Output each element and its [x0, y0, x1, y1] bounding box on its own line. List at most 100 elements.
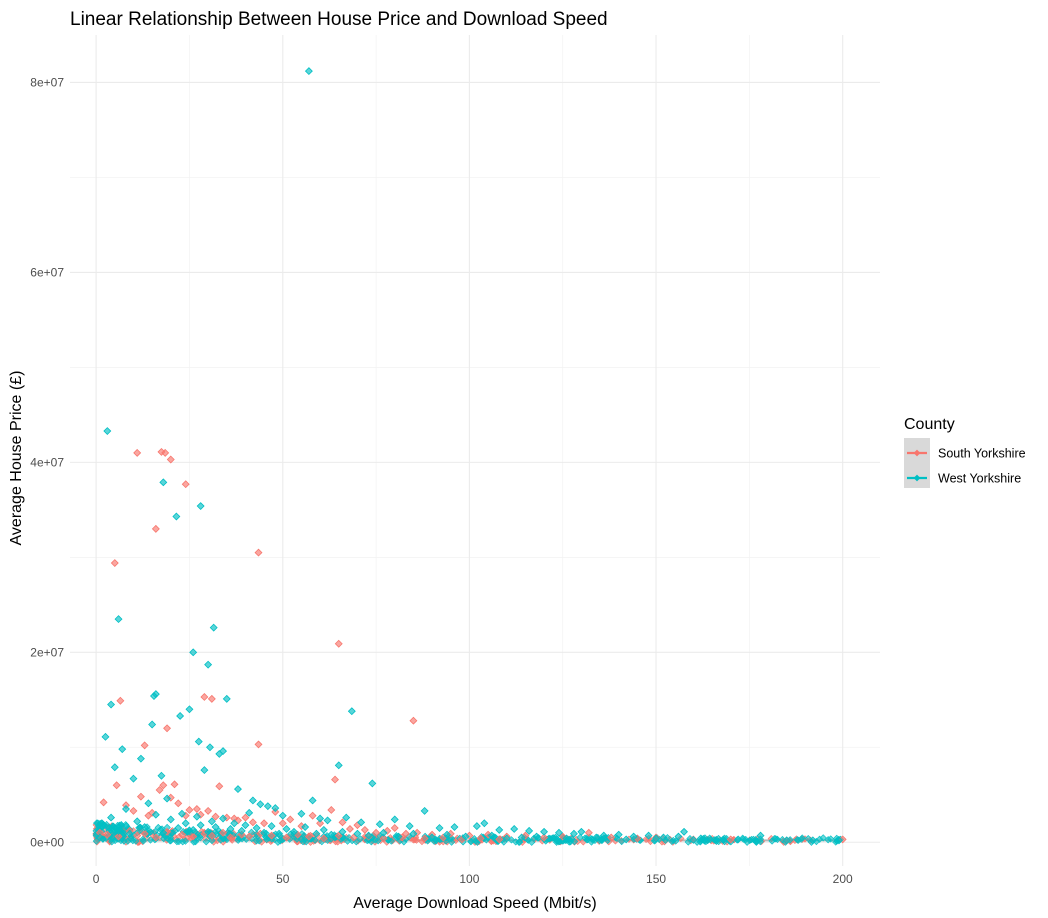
data-point-south-yorkshire [99, 798, 108, 807]
data-point-south-yorkshire [211, 812, 220, 821]
data-point-west-yorkshire [364, 831, 373, 840]
data-point [515, 838, 523, 846]
data-point-west-yorkshire [443, 830, 451, 839]
y-tick-label: 0e+00 [30, 835, 64, 849]
data-point-west-yorkshire [219, 747, 228, 756]
data-point-south-yorkshire [110, 559, 119, 568]
data-point-south-yorkshire [151, 524, 160, 533]
data-point-west-yorkshire [569, 829, 578, 838]
data-point-west-yorkshire [323, 816, 332, 825]
data-point-south-yorkshire [116, 696, 125, 705]
data-point-west-yorkshire [189, 648, 198, 657]
data-point-west-yorkshire [680, 827, 688, 836]
data-point [712, 837, 721, 846]
data-point-west-yorkshire [140, 823, 149, 832]
data-point-west-yorkshire [450, 823, 459, 832]
data-point-south-yorkshire [286, 815, 295, 824]
x-axis-ticks: 0 50 100 150 200 [93, 872, 853, 886]
data-point-south-yorkshire [245, 832, 254, 841]
data-point-south-yorkshire [282, 833, 291, 842]
data-point-west-yorkshire [267, 822, 276, 831]
data-point-west-yorkshire [151, 690, 160, 699]
data-point-west-yorkshire [834, 836, 843, 845]
data-point-west-yorkshire [192, 812, 201, 821]
data-point-south-yorkshire [159, 781, 168, 790]
data-point-west-yorkshire [409, 829, 418, 838]
data-point-south-yorkshire [181, 480, 190, 489]
data-point-west-yorkshire [652, 834, 661, 843]
data-point-west-yorkshire [174, 824, 183, 832]
data-point-west-yorkshire [390, 815, 399, 824]
data-point-west-yorkshire [207, 817, 216, 826]
data-point-west-yorkshire [555, 828, 563, 837]
data-point-west-yorkshire [629, 832, 638, 841]
data-point-west-yorkshire [338, 827, 347, 836]
data-point-west-yorkshire [148, 720, 157, 729]
data-point-south-yorkshire [319, 834, 328, 843]
data-point-west-yorkshire [196, 502, 205, 511]
data-point-south-yorkshire [584, 828, 593, 837]
data-point-south-yorkshire [189, 832, 198, 841]
x-axis-title: Average Download Speed (Mbit/s) [353, 895, 596, 912]
data-point-south-yorkshire [304, 832, 313, 841]
data-point [299, 838, 307, 846]
data-point-south-yorkshire [151, 833, 160, 842]
data-point-west-yorkshire [461, 832, 470, 841]
data-point [553, 837, 561, 845]
x-tick-label: 0 [93, 872, 100, 886]
x-tick-label: 50 [276, 872, 290, 886]
y-tick-label: 2e+07 [30, 645, 64, 659]
data-point-west-yorkshire [316, 814, 325, 823]
data-point-west-yorkshire [114, 615, 123, 624]
data-point-west-yorkshire [271, 804, 280, 813]
data-point-south-yorkshire [207, 694, 216, 703]
data-point [739, 835, 748, 843]
data-point [356, 835, 364, 843]
data-point [163, 834, 171, 842]
data-point-west-yorkshire [118, 745, 127, 754]
data-point [109, 834, 117, 842]
data-point-west-yorkshire [659, 833, 668, 842]
data-point-west-yorkshire [166, 815, 175, 824]
data-point-west-yorkshire [114, 826, 123, 835]
data-point-west-yorkshire [110, 763, 119, 772]
data-point-west-yorkshire [230, 819, 239, 828]
data-points [92, 67, 847, 846]
data-point [132, 837, 140, 845]
data-point-west-yorkshire [245, 808, 254, 817]
data-point-south-yorkshire [215, 782, 224, 791]
data-point-west-yorkshire [368, 779, 377, 788]
data-point-west-yorkshire [480, 819, 489, 828]
data-point-south-yorkshire [114, 832, 123, 841]
data-point-west-yorkshire [252, 824, 261, 832]
data-point-west-yorkshire [308, 796, 317, 805]
data-point-south-yorkshire [726, 835, 735, 844]
data-point-south-yorkshire [219, 828, 228, 837]
data-point [706, 836, 714, 844]
data-point [219, 834, 227, 842]
data-point-west-yorkshire [532, 832, 541, 841]
x-tick-label: 200 [833, 872, 853, 886]
data-point-west-yorkshire [487, 831, 496, 840]
data-point-west-yorkshire [278, 811, 287, 820]
data-point-south-yorkshire [200, 692, 209, 701]
data-point-west-yorkshire [301, 823, 310, 832]
data-point-west-yorkshire [103, 427, 112, 435]
data-point-west-yorkshire [176, 711, 185, 720]
data-point-south-yorkshire [254, 740, 263, 749]
data-point-west-yorkshire [172, 512, 181, 521]
data-point-south-yorkshire [129, 806, 138, 815]
data-point-south-yorkshire [260, 819, 269, 828]
data-point-west-yorkshire [241, 821, 250, 830]
data-point-south-yorkshire [226, 833, 235, 842]
data-point-west-yorkshire [209, 623, 218, 632]
data-point-west-yorkshire [689, 835, 698, 844]
data-point-south-yorkshire [140, 741, 149, 750]
data-point-south-yorkshire [495, 835, 504, 844]
data-point-west-yorkshire [808, 836, 817, 845]
data-point-south-yorkshire [254, 548, 263, 557]
data-point-west-yorkshire [157, 771, 166, 780]
grid-lines [70, 35, 880, 866]
data-point-west-yorkshire [622, 835, 631, 844]
data-point-south-yorkshire [267, 831, 276, 840]
